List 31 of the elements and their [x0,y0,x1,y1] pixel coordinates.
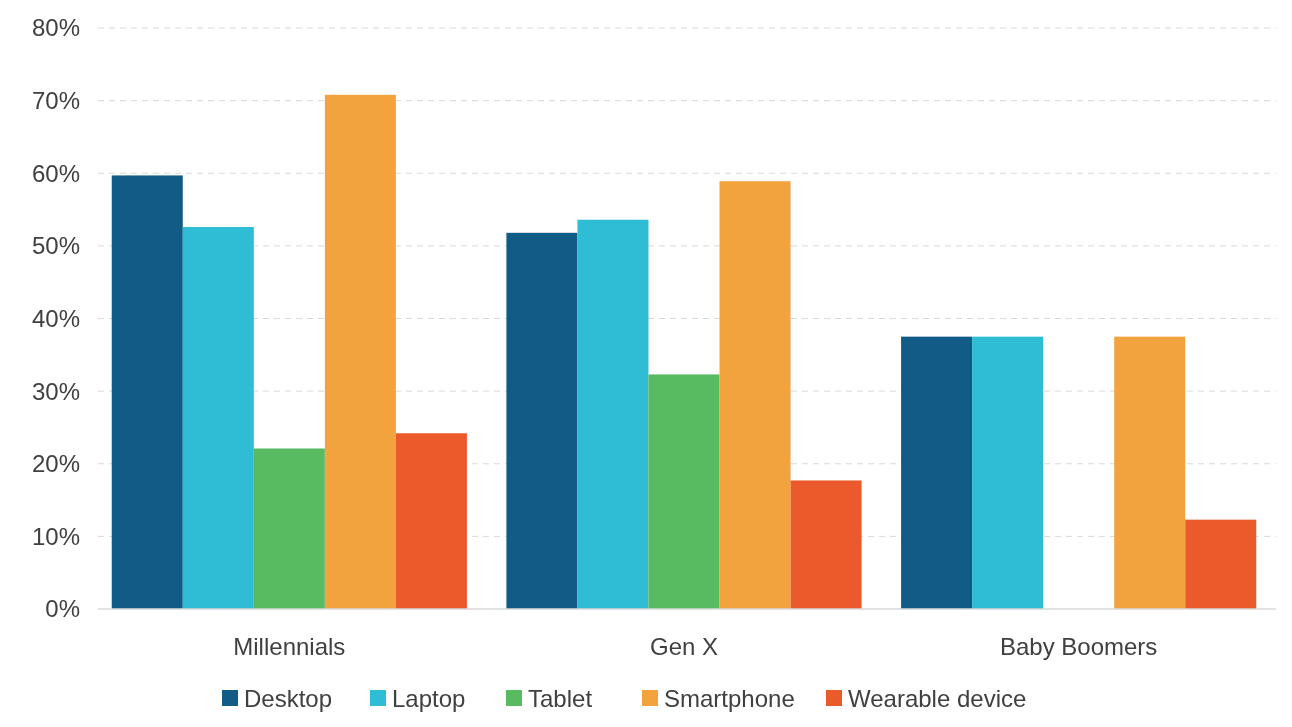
bar [790,480,862,609]
y-tick-label: 10% [31,522,80,550]
bar [182,226,254,609]
y-tick-label: 70% [31,87,80,115]
y-tick-label: 40% [31,304,80,332]
legend-label: Tablet [528,685,593,713]
x-tick-label: Gen X [649,633,719,660]
bar [506,232,578,609]
bar [972,336,1044,609]
bar [1185,519,1257,609]
y-tick-label: 50% [31,232,80,260]
bar [719,181,791,609]
legend-label: Desktop [244,685,333,713]
bar [901,336,973,609]
bar [253,448,325,609]
legend-label: Wearable device [848,685,1027,713]
y-tick-label: 30% [31,377,80,405]
bar [1114,336,1186,609]
legend-label: Smartphone [664,685,795,713]
y-tick-label: 0% [45,595,80,623]
bar [395,433,467,609]
y-tick-label: 20% [31,450,80,478]
x-tick-label: Millennials [233,633,346,660]
bar [111,175,183,609]
bar [648,374,720,609]
y-tick-label: 60% [31,159,80,187]
legend-label: Laptop [392,685,466,713]
bar [577,219,649,609]
bar [324,94,396,609]
x-tick-label: Baby Boomers [999,633,1158,660]
y-tick-label: 80% [31,14,80,42]
